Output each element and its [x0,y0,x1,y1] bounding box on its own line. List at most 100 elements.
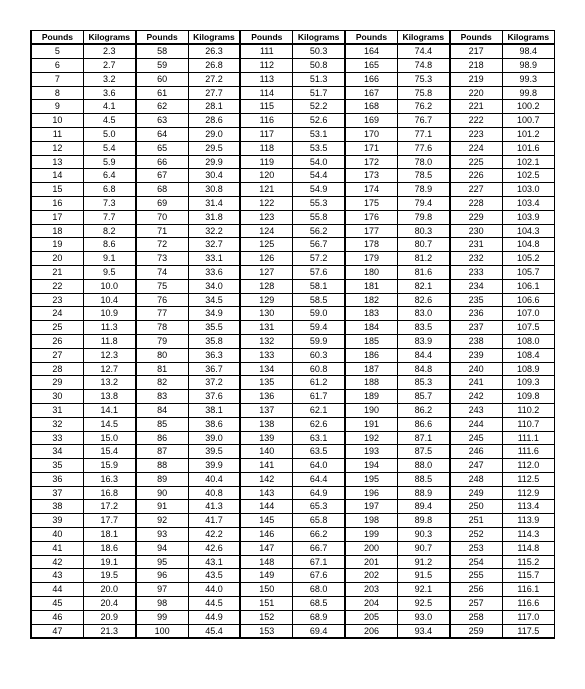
pounds-cell: 130 [240,307,292,321]
pounds-cell: 141 [240,459,292,473]
pounds-cell: 95 [136,555,188,569]
pounds-cell: 70 [136,210,188,224]
kilograms-cell: 84.4 [397,348,449,362]
kilograms-cell: 79.8 [397,210,449,224]
pounds-cell: 90 [136,486,188,500]
kilograms-cell: 26.3 [188,44,240,58]
kilograms-cell: 15.0 [83,431,135,445]
kilograms-cell: 82.6 [397,293,449,307]
kilograms-cell: 85.7 [397,390,449,404]
pounds-cell: 197 [345,500,397,514]
pounds-cell: 203 [345,583,397,597]
pounds-cell: 191 [345,417,397,431]
kilograms-cell: 102.5 [502,169,554,183]
pounds-cell: 232 [450,252,502,266]
pounds-cell: 76 [136,293,188,307]
pounds-cell: 128 [240,279,292,293]
pounds-cell: 124 [240,224,292,238]
kilograms-cell: 2.7 [83,58,135,72]
kilograms-cell: 69.4 [293,624,345,638]
pounds-cell: 168 [345,100,397,114]
pounds-cell: 192 [345,431,397,445]
pounds-cell: 131 [240,321,292,335]
pounds-cell: 224 [450,141,502,155]
kilograms-cell: 103.9 [502,210,554,224]
pounds-cell: 92 [136,514,188,528]
kilograms-cell: 13.2 [83,376,135,390]
pounds-cell: 91 [136,500,188,514]
kilograms-cell: 36.3 [188,348,240,362]
kilograms-cell: 104.8 [502,238,554,252]
kilograms-cell: 78.0 [397,155,449,169]
pounds-cell: 194 [345,459,397,473]
pounds-cell: 34 [31,445,83,459]
table-row: 4520.49844.515168.520492.5257116.6 [31,597,555,611]
pounds-cell: 140 [240,445,292,459]
pounds-cell: 15 [31,183,83,197]
kilograms-cell: 56.7 [293,238,345,252]
pounds-cell: 71 [136,224,188,238]
kilograms-cell: 112.5 [502,472,554,486]
pounds-cell: 237 [450,321,502,335]
pounds-cell: 99 [136,610,188,624]
kilograms-cell: 80.7 [397,238,449,252]
kilograms-cell: 92.1 [397,583,449,597]
kilograms-cell: 64.0 [293,459,345,473]
kilograms-cell: 14.1 [83,403,135,417]
table-row: 62.75926.811250.816574.821898.9 [31,58,555,72]
pounds-cell: 190 [345,403,397,417]
kilograms-cell: 80.3 [397,224,449,238]
pounds-cell: 135 [240,376,292,390]
pounds-cell: 96 [136,569,188,583]
kilograms-cell: 75.3 [397,72,449,86]
pounds-cell: 167 [345,86,397,100]
kilograms-cell: 10.4 [83,293,135,307]
kilograms-cell: 59.4 [293,321,345,335]
kilograms-cell: 62.6 [293,417,345,431]
pounds-cell: 79 [136,334,188,348]
kilograms-cell: 3.6 [83,86,135,100]
pounds-cell: 123 [240,210,292,224]
kilograms-cell: 58.1 [293,279,345,293]
kilograms-cell: 42.2 [188,528,240,542]
table-row: 125.46529.511853.517177.6224101.6 [31,141,555,155]
kilograms-cell: 39.9 [188,459,240,473]
kilograms-cell: 91.5 [397,569,449,583]
kilograms-cell: 86.2 [397,403,449,417]
kilograms-cell: 114.3 [502,528,554,542]
kilograms-cell: 55.3 [293,196,345,210]
pounds-cell: 193 [345,445,397,459]
kilograms-cell: 39.5 [188,445,240,459]
pounds-cell: 219 [450,72,502,86]
table-row: 104.56328.611652.616976.7222100.7 [31,114,555,128]
pounds-cell: 246 [450,445,502,459]
pounds-cell: 185 [345,334,397,348]
table-row: 2410.97734.913059.018383.0236107.0 [31,307,555,321]
kilograms-cell: 9.5 [83,265,135,279]
pounds-cell: 67 [136,169,188,183]
pounds-cell: 12 [31,141,83,155]
pounds-cell: 222 [450,114,502,128]
table-row: 198.67232.712556.717880.7231104.8 [31,238,555,252]
column-header: Kilograms [502,31,554,45]
pounds-cell: 196 [345,486,397,500]
kilograms-cell: 68.0 [293,583,345,597]
table-row: 83.66127.711451.716775.822099.8 [31,86,555,100]
kilograms-cell: 32.7 [188,238,240,252]
pounds-cell: 69 [136,196,188,210]
pounds-cell: 233 [450,265,502,279]
column-header: Pounds [136,31,188,45]
pounds-cell: 231 [450,238,502,252]
kilograms-cell: 30.4 [188,169,240,183]
pounds-cell: 33 [31,431,83,445]
table-row: 4319.59643.514967.620291.5255115.7 [31,569,555,583]
kilograms-cell: 83.0 [397,307,449,321]
table-row: 52.35826.311150.316474.421798.4 [31,44,555,58]
kilograms-cell: 111.6 [502,445,554,459]
kilograms-cell: 45.4 [188,624,240,638]
pounds-cell: 179 [345,252,397,266]
pounds-cell: 235 [450,293,502,307]
kilograms-cell: 37.2 [188,376,240,390]
kilograms-cell: 74.8 [397,58,449,72]
pounds-cell: 43 [31,569,83,583]
